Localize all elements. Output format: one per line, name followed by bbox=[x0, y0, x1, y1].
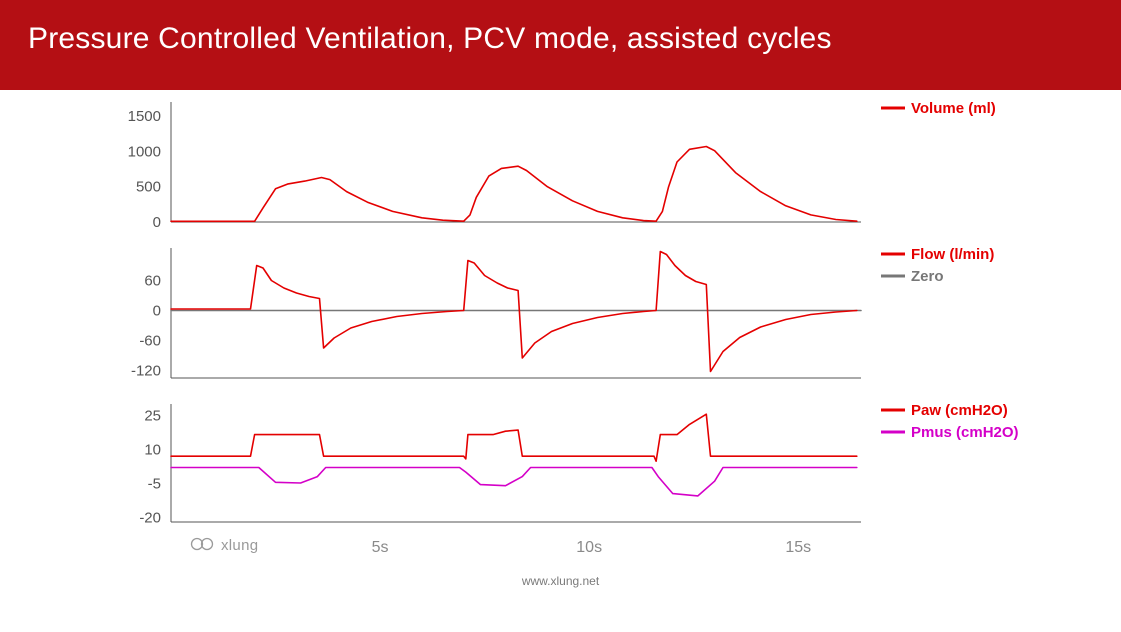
x-tick-label: 5s bbox=[371, 539, 388, 556]
y-tick-label: 10 bbox=[144, 441, 161, 458]
y-tick-label: -120 bbox=[130, 363, 160, 380]
y-tick-label: -20 bbox=[139, 509, 161, 526]
title-banner: Pressure Controlled Ventilation, PCV mod… bbox=[0, 0, 1121, 90]
x-tick-label: 10s bbox=[576, 539, 602, 556]
chart-panel: 0 500 1000 1500 Volume (ml) -120 -60 0 60 Flow (l… bbox=[0, 90, 1121, 570]
y-tick-label: -5 bbox=[147, 475, 160, 492]
waveform-charts: 0 500 1000 1500 Volume (ml) -120 -60 0 60 Flow (l… bbox=[91, 90, 1031, 570]
y-tick-label: 60 bbox=[144, 273, 161, 290]
waveform-series bbox=[171, 147, 857, 222]
x-tick-label: 15s bbox=[785, 539, 811, 556]
y-tick-label: 1000 bbox=[127, 143, 160, 160]
y-tick-label: 500 bbox=[135, 179, 160, 196]
y-tick-label: 0 bbox=[152, 303, 160, 320]
y-tick-label: -60 bbox=[139, 333, 161, 350]
legend-label: Zero bbox=[911, 268, 944, 285]
brand-logo: xlung bbox=[191, 537, 258, 554]
waveform-series bbox=[171, 468, 857, 496]
page-title: Pressure Controlled Ventilation, PCV mod… bbox=[28, 22, 1093, 56]
legend-label: Pmus (cmH2O) bbox=[911, 424, 1019, 441]
legend-label: Flow (l/min) bbox=[911, 246, 994, 263]
legend-label: Volume (ml) bbox=[911, 100, 996, 117]
footer-url: www.xlung.net bbox=[0, 574, 1121, 588]
y-tick-label: 0 bbox=[152, 214, 160, 231]
y-tick-label: 1500 bbox=[127, 108, 160, 125]
y-tick-label: 25 bbox=[144, 407, 161, 424]
waveform-series bbox=[171, 252, 857, 372]
legend-label: Paw (cmH2O) bbox=[911, 402, 1008, 419]
waveform-series bbox=[171, 414, 857, 461]
brand-text: xlung bbox=[221, 537, 258, 554]
